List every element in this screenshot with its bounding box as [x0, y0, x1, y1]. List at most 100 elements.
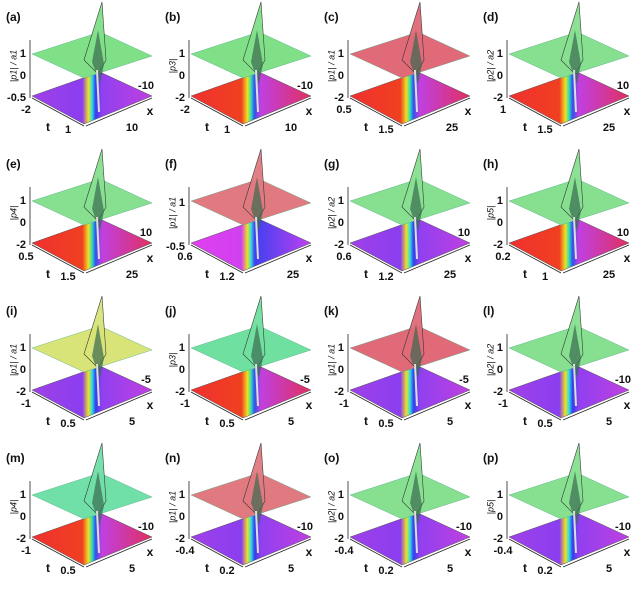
t-axis	[508, 97, 562, 127]
z-tick-label: 1	[20, 195, 26, 207]
z-label: |p1| / a1	[167, 197, 177, 229]
x-tick-label: 5	[447, 416, 453, 428]
density-plane	[31, 512, 153, 566]
z-tick-label: 0	[179, 70, 185, 82]
surface-stem	[414, 69, 418, 113]
panel: (k) |p1| / a1 1 0 -2-1 0.5 t -5 5x	[324, 295, 472, 430]
x-tick-label: 10	[126, 122, 138, 134]
density-plane	[508, 71, 630, 125]
surface-stem	[255, 363, 259, 407]
z-tick-label: 0	[20, 70, 26, 82]
x-axis-name: x	[624, 398, 631, 412]
panel: (m) |p4|1 0 -2-1 0.5 t -10 5x	[6, 442, 154, 577]
panel: (i) |p1| / a1 1 0 -2-1 0.5 t -5 5x	[6, 295, 154, 430]
x-axis	[562, 97, 630, 127]
surface-trough	[251, 324, 263, 378]
z-label: |p3|	[167, 59, 177, 74]
t-axis	[349, 538, 403, 568]
t-tick-label: -2	[21, 104, 31, 116]
z-label: |p4|	[8, 206, 18, 221]
surface-stem	[255, 216, 259, 260]
t-tick-label: 0.2	[219, 565, 234, 577]
surface-stem	[255, 69, 259, 113]
x-tick-label: -10	[456, 521, 472, 533]
density-plane	[190, 365, 312, 419]
x-tick-label: -10	[138, 521, 154, 533]
x-tick-label: 10	[617, 80, 629, 92]
surface-stem	[414, 510, 418, 554]
t-tick-label: 1	[542, 271, 548, 283]
t-axis	[190, 244, 244, 274]
t-tick-label: 0.5	[18, 251, 33, 263]
t-axis	[31, 97, 85, 127]
z-tick-label: 1	[179, 48, 185, 60]
z-tick-label: 0	[20, 511, 26, 523]
x-tick-label: -5	[459, 374, 469, 386]
z-tick-label: -2	[175, 386, 185, 398]
panel-label: (m)	[6, 451, 25, 465]
x-tick-label: 25	[444, 269, 456, 281]
x-axis-name: x	[624, 104, 631, 118]
t-tick-label: 0.2	[378, 565, 393, 577]
z-tick-label: -2	[493, 239, 503, 251]
z-label: |p1| / a1	[8, 50, 18, 82]
z-label: |p1| / a1	[8, 344, 18, 376]
x-axis-name: x	[306, 251, 313, 265]
surface-stem	[573, 510, 577, 554]
x-axis	[403, 538, 471, 568]
density-plane	[508, 218, 630, 272]
t-axis	[508, 244, 562, 274]
t-tick-label: 0.5	[60, 565, 75, 577]
panel-label: (k)	[324, 304, 339, 318]
z-tick-label: -2	[334, 92, 344, 104]
t-tick-label: 1.5	[378, 124, 393, 136]
z-tick-label: 0	[338, 70, 344, 82]
surface-stem	[96, 69, 100, 113]
surface-trough	[569, 471, 581, 525]
z-tick-label: 0	[20, 364, 26, 376]
x-tick-label: -10	[615, 374, 631, 386]
t-axis	[190, 538, 244, 568]
panel-label: (o)	[324, 451, 339, 465]
panel: (o) |p2| / a2 1 0 -2-0.4 0.2 t -10 5x	[324, 442, 472, 577]
t-tick-label: 0.2	[537, 565, 552, 577]
z-tick-label: 0	[497, 511, 503, 523]
x-tick-label: 5	[606, 563, 612, 575]
panel-label: (a)	[6, 10, 21, 24]
x-axis	[85, 391, 153, 421]
t-axis	[508, 391, 562, 421]
t-axis-name: t	[205, 120, 209, 134]
z-tick-label: 0	[179, 364, 185, 376]
x-axis	[403, 97, 471, 127]
t-axis	[349, 97, 403, 127]
z-label: |p5|	[485, 206, 495, 221]
t-axis	[349, 391, 403, 421]
t-axis-name: t	[205, 414, 209, 428]
t-tick-label: -2	[180, 104, 190, 116]
z-tick-label: 1	[20, 342, 26, 354]
z-label: |p2| / a2	[485, 50, 495, 82]
x-axis-name: x	[306, 545, 313, 559]
x-tick-label: -5	[141, 374, 151, 386]
t-axis	[349, 244, 403, 274]
x-axis	[85, 244, 153, 274]
t-tick-label: 1.2	[219, 271, 234, 283]
density-plane	[31, 365, 153, 419]
x-axis-name: x	[147, 104, 154, 118]
panel: (n) |p1| / a1 1 0 -2-0.4 0.2 t -10 5x	[165, 442, 313, 577]
density-plane	[349, 71, 471, 125]
z-tick-label: 0	[497, 217, 503, 229]
t-tick-label: 0.5	[60, 418, 75, 430]
t-axis-name: t	[364, 267, 368, 281]
z-tick-label: -0.5	[7, 92, 26, 104]
z-tick-label: -2	[16, 239, 26, 251]
t-tick-label: 0.6	[336, 251, 351, 263]
t-tick-label: 0.5	[378, 418, 393, 430]
x-tick-label: 10	[458, 227, 470, 239]
x-tick-label: -10	[615, 521, 631, 533]
surface-stem	[255, 510, 259, 554]
